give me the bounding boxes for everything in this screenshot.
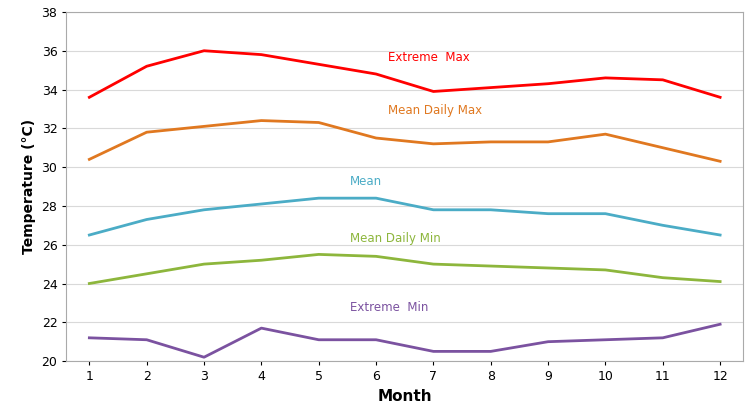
Text: Mean Daily Min: Mean Daily Min: [350, 232, 441, 245]
Text: Extreme  Max: Extreme Max: [388, 52, 470, 65]
Text: Mean: Mean: [350, 175, 382, 188]
X-axis label: Month: Month: [377, 389, 432, 403]
Y-axis label: Temperature (°C): Temperature (°C): [22, 119, 36, 254]
Text: Extreme  Min: Extreme Min: [350, 301, 429, 314]
Text: Mean Daily Max: Mean Daily Max: [388, 104, 482, 117]
